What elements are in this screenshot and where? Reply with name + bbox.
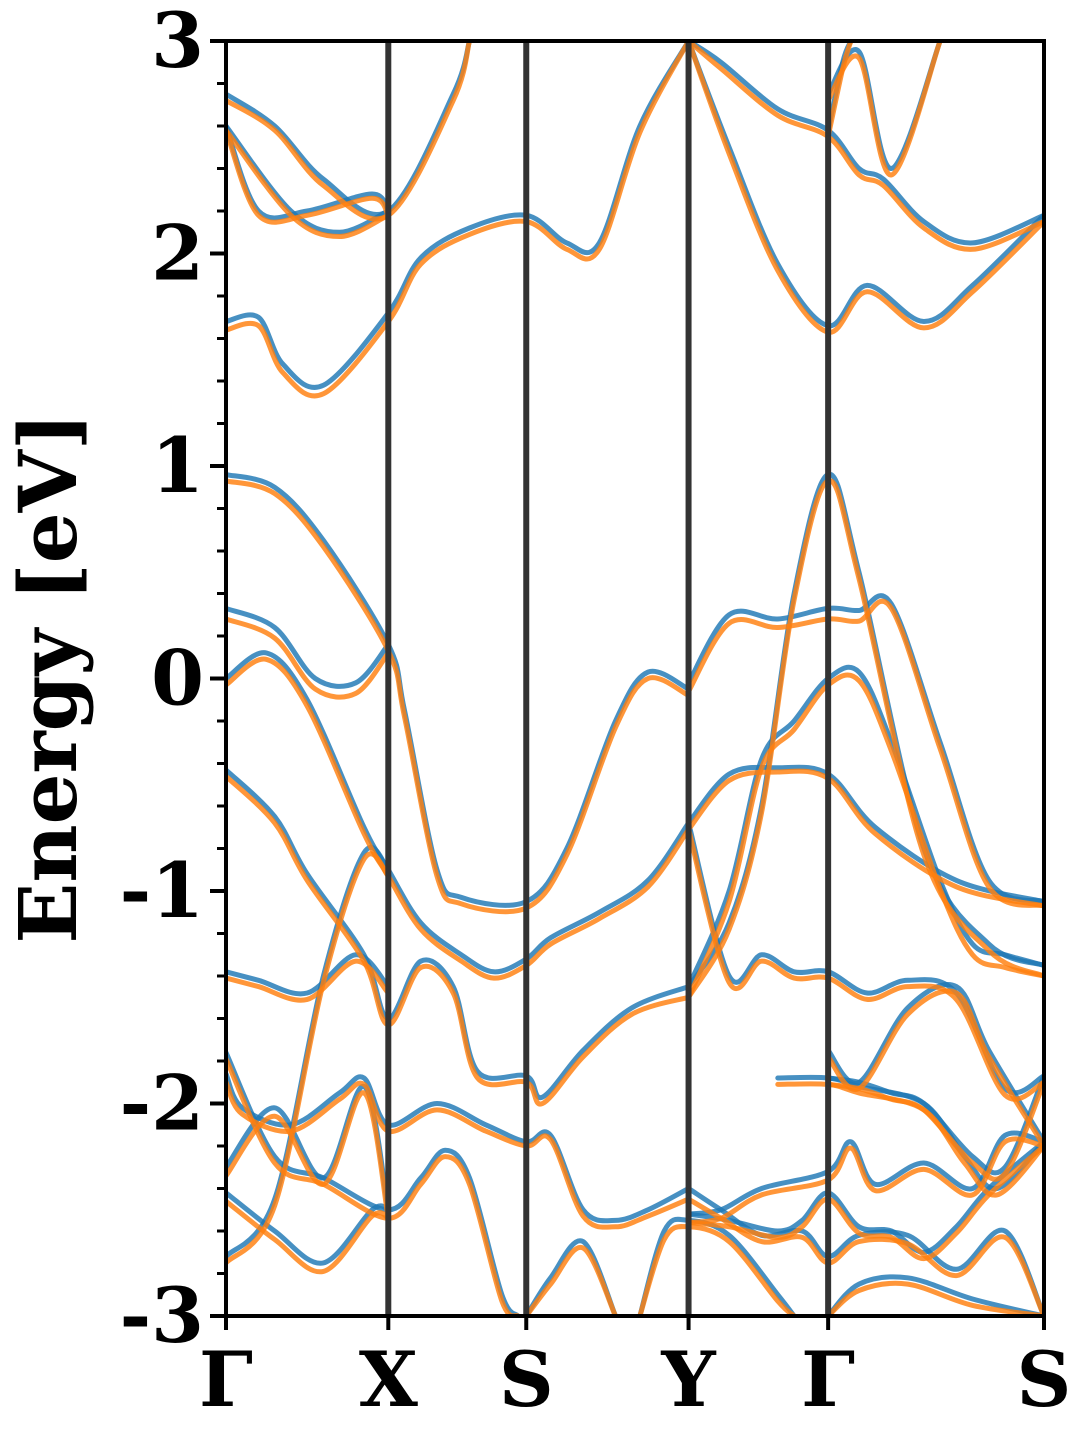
band-line-2-29 bbox=[825, 988, 1044, 1149]
band-line-2-17 bbox=[686, 41, 1044, 252]
band-line-1-6 bbox=[226, 605, 391, 689]
band-line-2-12 bbox=[226, 1056, 521, 1316]
x-tick-label-1: Γ bbox=[199, 1335, 253, 1424]
x-tick-label-6: S bbox=[1017, 1335, 1072, 1424]
band-line-2-7 bbox=[226, 656, 692, 981]
band-line-2-22 bbox=[686, 478, 1044, 1000]
bands-layer bbox=[226, 41, 1044, 1316]
band-line-2-23 bbox=[686, 768, 1044, 909]
y-tick-label-5: 1 bbox=[151, 421, 204, 510]
band-series-2 bbox=[226, 41, 1044, 1316]
y-tick-label-7: 3 bbox=[151, 0, 204, 85]
band-line-2-16 bbox=[637, 1224, 797, 1316]
x-tick-label-2: X bbox=[359, 1335, 418, 1424]
band-line-1-17 bbox=[686, 41, 1044, 246]
band-line-2-26 bbox=[686, 1196, 1044, 1316]
band-line-1-24 bbox=[686, 1139, 1044, 1255]
band-line-2-5 bbox=[226, 478, 692, 915]
band-line-2-20 bbox=[686, 672, 1044, 1000]
band-line-2-9 bbox=[226, 958, 391, 1003]
band-line-2-6 bbox=[226, 616, 391, 700]
band-line-1-9 bbox=[226, 952, 391, 997]
y-axis-ticks bbox=[210, 39, 226, 1318]
band-line-1-22 bbox=[686, 471, 1044, 990]
band-line-2-15 bbox=[523, 1245, 618, 1316]
band-line-2-24 bbox=[686, 1143, 1044, 1262]
band-line-2-19 bbox=[686, 598, 1044, 909]
y-tick-label-4: 0 bbox=[151, 634, 204, 723]
band-line-2-4 bbox=[226, 41, 692, 399]
band-line-2-14 bbox=[226, 1198, 391, 1275]
band-line-1-26 bbox=[686, 1186, 1044, 1316]
y-axis-title: Energy [eV] bbox=[1, 412, 95, 943]
band-line-2-21 bbox=[686, 826, 1044, 1102]
band-line-1-23 bbox=[686, 764, 1044, 905]
band-line-2-2 bbox=[226, 127, 391, 239]
band-line-1-11 bbox=[226, 1071, 692, 1224]
band-line-2-25 bbox=[686, 1136, 1044, 1225]
band-line-2-18 bbox=[686, 41, 1044, 335]
band-line-2-32 bbox=[825, 41, 854, 140]
y-tick-label-3: -1 bbox=[120, 846, 204, 935]
band-line-1-8 bbox=[226, 767, 692, 1101]
band-line-2-30 bbox=[825, 1280, 1044, 1316]
band-line-2-8 bbox=[226, 773, 692, 1107]
x-tick-label-3: S bbox=[499, 1335, 554, 1424]
y-tick-label-6: 2 bbox=[151, 209, 204, 298]
band-line-2-3 bbox=[226, 127, 391, 225]
band-line-1-14 bbox=[226, 1190, 391, 1266]
band-line-2-13 bbox=[226, 1090, 391, 1221]
y-tick-label-2: -2 bbox=[120, 1059, 204, 1148]
y-tick-label-1: -3 bbox=[120, 1271, 204, 1360]
band-line-2-1 bbox=[226, 41, 472, 222]
band-line-1-30 bbox=[825, 1274, 1044, 1316]
symmetry-lines bbox=[224, 41, 1046, 1330]
band-line-1-1 bbox=[226, 41, 472, 217]
y-axis-tick-labels: -3 -2 -1 0 1 2 3 bbox=[120, 0, 204, 1360]
band-line-2-11 bbox=[226, 1079, 692, 1230]
band-line-1-7 bbox=[226, 650, 692, 975]
x-tick-label-5: Γ bbox=[801, 1335, 855, 1424]
x-tick-label-4: Y bbox=[660, 1335, 716, 1424]
